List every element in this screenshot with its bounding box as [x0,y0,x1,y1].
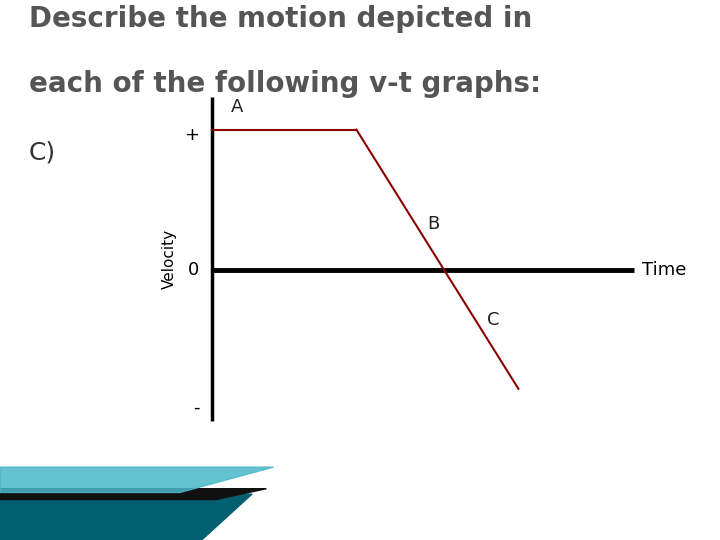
Text: +: + [184,126,199,144]
Text: A: A [230,98,243,116]
Polygon shape [0,489,266,500]
Text: Time: Time [642,261,687,279]
Text: B: B [428,215,440,233]
Text: Describe the motion depicted in: Describe the motion depicted in [29,5,532,33]
Text: 0: 0 [188,261,199,279]
Text: Velocity: Velocity [162,229,176,289]
Text: C): C) [29,140,56,164]
Polygon shape [0,467,274,492]
Polygon shape [0,494,252,540]
Text: -: - [193,399,199,417]
Text: each of the following v-t graphs:: each of the following v-t graphs: [29,70,541,98]
Text: C: C [487,311,500,329]
